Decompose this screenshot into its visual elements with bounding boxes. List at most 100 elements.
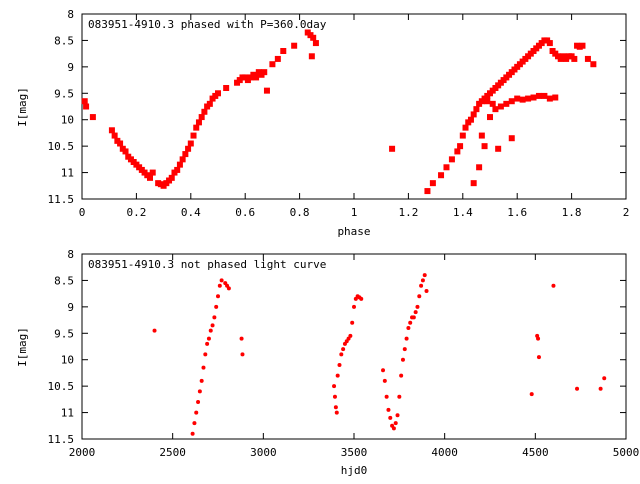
phased-x-tick-label: 1.8 [562,206,582,219]
phased-data-point [514,95,521,102]
unphased-data-point [192,421,197,426]
unphased-data-point [337,363,342,367]
phased-data-point [508,135,515,142]
phased-y-tick-label: 8 [67,8,74,21]
phased-data-point [108,127,115,134]
unphased-data-point [332,384,337,389]
phased-data-point [470,111,477,118]
unphased-data-point [212,315,217,320]
phased-data-point [462,124,469,131]
phased-data-point [487,114,493,121]
phased-data-point [467,116,474,123]
unphased-data-point [381,368,386,373]
phased-data-point [579,42,586,49]
unphased-data-point [359,296,364,301]
phased-x-tick-label: 0.4 [181,206,201,219]
phased-data-point [530,94,537,101]
unphased-data-point [190,431,195,436]
phased-y-tick-label: 11.5 [48,193,75,206]
unphased-data-point [404,336,409,341]
unphased-y-axis-label: I[mag] [16,327,29,367]
phased-data-point [83,103,90,110]
unphased-data-point [395,413,400,418]
unphased-data-point [402,347,407,352]
unphased-data-point [210,323,215,328]
phased-data-point [206,100,213,107]
phased-data-point [291,42,298,49]
unphased-data-point [348,333,353,338]
unphased-data-point [384,394,389,399]
phased-data-point [571,55,578,62]
phased-data-point [117,140,124,147]
unphased-data-point [399,373,404,378]
phased-y-tick-label: 9 [67,61,74,74]
unphased-x-tick-label: 3500 [341,446,368,459]
phased-data-point [215,90,221,97]
phased-data-point [261,69,268,76]
phased-data-point [438,172,445,179]
unphased-data-point [196,400,201,404]
phased-data-point [149,169,156,176]
unphased-data-point [217,283,222,288]
unphased-data-point [333,405,338,410]
phased-data-point [497,103,504,110]
unphased-data-point [598,386,603,391]
unphased-data-point [424,289,429,293]
phased-data-point [111,132,118,139]
unphased-y-tick-label: 11.5 [48,433,75,446]
unphased-data-point [420,278,425,283]
phased-data-point [185,145,192,152]
phased-data-point [476,164,483,171]
phased-data-point [122,148,129,155]
phased-data-point [198,114,205,121]
phased-data-point [541,92,548,99]
unphased-x-tick-label: 2500 [159,446,186,459]
unphased-data-point [332,394,337,399]
unphased-data-point [214,304,219,309]
unphased-data-point [205,341,210,346]
unphased-x-tick-label: 4500 [522,446,549,459]
phased-data-point [179,156,186,163]
unphased-data-point [201,365,206,370]
phased-data-point [473,106,480,113]
phased-data-point [492,106,499,113]
phased-x-tick-label: 1.4 [453,206,473,219]
unphased-data-point [240,352,245,357]
unphased-data-point [417,294,422,299]
unphased-data-point [239,336,244,341]
phased-data-point [590,61,597,68]
phased-data-point [174,166,181,173]
phased-data-point [176,161,183,168]
phased-data-point [81,98,88,105]
phased-y-tick-label: 10 [61,114,74,127]
unphased-data-point [415,304,420,309]
phased-data-point [495,145,502,152]
unphased-data-point [400,357,405,362]
unphased-data-point [391,426,396,431]
phased-data-point [546,95,553,102]
unphased-data-point [388,415,393,420]
phased-data-point [525,95,532,102]
phased-x-tick-label: 1.2 [398,206,418,219]
phased-data-point [190,132,197,139]
unphased-data-point [536,336,541,341]
unphased-y-tick-label: 9 [67,301,74,314]
unphased-y-tick-label: 10 [61,354,74,367]
phased-data-point [470,180,477,187]
phased-x-tick-label: 1 [351,206,358,219]
phased-data-point [308,53,315,60]
unphased-x-tick-label: 4000 [431,446,458,459]
phased-data-point [508,98,515,105]
unphased-data-point [216,294,220,299]
phased-y-ticks: 8 8.5 9 9.5 10 10.5 11 11.5 [48,8,626,206]
phased-data-point [312,40,319,47]
phased-data-point [454,148,461,155]
phased-data-point [147,174,153,181]
unphased-x-axis-label: hjd0 [341,464,368,477]
phased-y-tick-label: 10.5 [48,140,75,153]
unphased-data-point [422,273,427,278]
phased-data-point [489,100,496,107]
unphased-data-point [339,352,344,357]
phased-data-point [519,96,526,103]
